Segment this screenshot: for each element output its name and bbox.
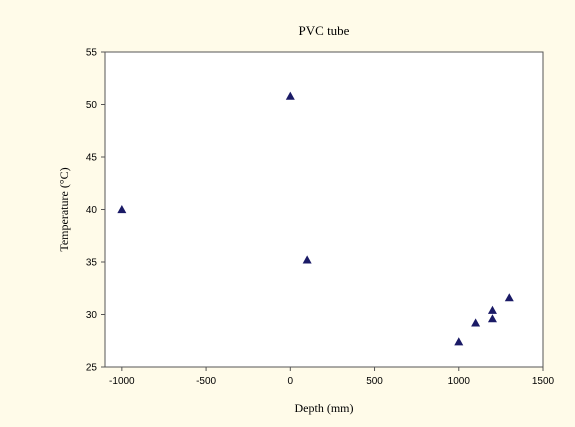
data-points [117,91,514,346]
data-point-triangle [487,305,497,314]
axis-ticks: -1000 -500 0 500 1000 1500 25 30 35 40 45 50 55 [86,48,555,388]
x-tick-label: 500 [366,376,383,387]
y-tick-label: 40 [86,205,98,216]
x-tick-label: -500 [196,376,216,387]
data-point-triangle [285,91,295,100]
data-point-triangle [454,337,464,346]
y-tick-label: 45 [86,153,98,164]
y-axis-label: Temperature (°C) [57,167,71,251]
y-tick-label: 55 [86,48,98,59]
x-axis-label: Depth (mm) [295,401,354,415]
data-point-triangle [117,205,127,214]
x-tick-label: 1000 [448,376,471,387]
data-point-triangle [302,255,312,264]
x-tick-label: 0 [288,376,294,387]
y-tick-label: 30 [86,310,98,321]
y-tick-label: 50 [86,100,98,111]
x-tick-label: 1500 [532,376,555,387]
y-tick-label: 25 [86,363,98,374]
data-point-triangle [504,293,514,302]
data-point-triangle [471,318,481,327]
plot-area [104,51,544,368]
x-tick-label: -1000 [109,376,135,387]
data-point-triangle [487,314,497,323]
chart-title: PVC tube [299,23,350,38]
y-tick-label: 35 [86,258,98,269]
